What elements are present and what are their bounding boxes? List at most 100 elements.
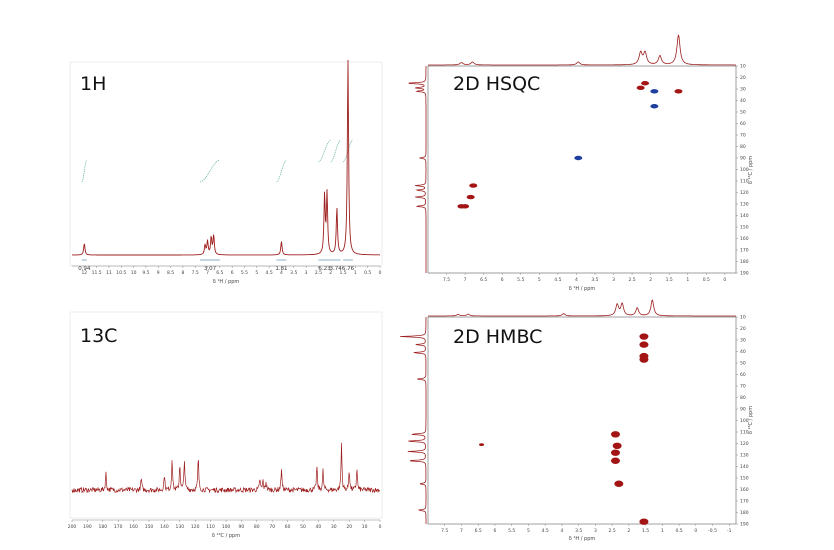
hsqc-ytick-label-10: 110 xyxy=(740,179,749,185)
hmbc-y-ticks: 10 20 30 40 50 60 70 80 90 100 110 120 130 140 150 160 1… xyxy=(736,315,749,528)
hsqc-xtick-label-0: 7.5 xyxy=(443,277,450,283)
tick-label-c13-15: 50 xyxy=(300,524,306,530)
panel-hmbc: 2D HMBC 7.5 7 6.5 6 5.5 5 4.5 4 3.5 3 2.5 2 1.5 1 0.5 0… xyxy=(400,299,754,542)
tick-label-h1-5: 9.5 xyxy=(142,270,149,276)
integral-curve-0 xyxy=(81,159,88,183)
tick-label-h1-12: 6 xyxy=(231,270,234,276)
hmbc-ytick-label-1: 20 xyxy=(740,326,746,332)
hsqc-cross-peaks xyxy=(457,81,683,209)
integral-curve-1 xyxy=(199,159,220,183)
title-hsqc: 2D HSQC xyxy=(453,73,540,95)
hsqc-xtick-label-7: 4 xyxy=(575,277,578,283)
hmbc-left-projection xyxy=(400,317,427,524)
tick-label-h1-23: 0.5 xyxy=(364,270,371,276)
integral-curve-3 xyxy=(318,139,331,163)
hmbc-xtick-label-16: -0.5 xyxy=(708,528,717,534)
hsqc-ytick-label-12: 130 xyxy=(740,202,749,208)
hmbc-cross-peak-7 xyxy=(610,457,620,464)
x-label-1h: δ ¹H / ppm xyxy=(213,279,240,285)
hsqc-cross-peak-5 xyxy=(574,155,583,161)
hmbc-ytick-label-10: 110 xyxy=(740,430,749,436)
integral-curve-5 xyxy=(342,139,354,163)
hsqc-ytick-label-7: 80 xyxy=(740,144,746,150)
hmbc-frame xyxy=(427,316,737,525)
integral-label-3: 6.23 xyxy=(318,266,331,272)
hmbc-cross-peak-0 xyxy=(639,333,649,340)
tick-label-c13-7: 130 xyxy=(176,524,185,530)
hmbc-y-label: δ ¹³C / ppm xyxy=(748,406,754,434)
hsqc-xtick-label-6: 4.5 xyxy=(554,277,561,283)
hmbc-xtick-label-13: 1 xyxy=(661,528,664,534)
hsqc-ytick-label-16: 170 xyxy=(740,248,749,254)
hsqc-top-projection xyxy=(428,34,736,66)
hsqc-cross-peak-6 xyxy=(469,183,478,188)
hsqc-ytick-label-8: 90 xyxy=(740,156,746,162)
tick-label-h1-17: 3.5 xyxy=(290,270,297,276)
hsqc-cross-peak-1 xyxy=(641,81,650,86)
hsqc-ytick-label-3: 40 xyxy=(740,98,746,104)
hmbc-xtick-label-7: 4 xyxy=(560,528,563,534)
hsqc-x-ticks: 7.5 7 6.5 6 5.5 5 4.5 4 3.5 3 2.5 2 1.5 1 0.5 0 xyxy=(443,273,726,283)
integral-label-5: 6.76 xyxy=(342,266,355,272)
tick-label-h1-3: 10.5 xyxy=(116,270,126,276)
hmbc-cross-peak-1 xyxy=(639,341,649,348)
hmbc-xtick-label-11: 2 xyxy=(627,528,630,534)
tick-label-h1-21: 1.5 xyxy=(339,270,346,276)
hsqc-xtick-label-2: 6.5 xyxy=(480,277,487,283)
hsqc-cross-peak-3 xyxy=(650,104,659,109)
hsqc-xtick-label-13: 1 xyxy=(686,277,689,283)
hmbc-ytick-label-11: 120 xyxy=(740,441,749,447)
tick-label-c13-13: 70 xyxy=(269,524,275,530)
tick-label-h1-6: 9 xyxy=(157,270,160,276)
hmbc-xtick-label-3: 6 xyxy=(494,528,497,534)
spectrum-trace-h1 xyxy=(71,59,380,256)
hsqc-x-label: δ ¹H / ppm xyxy=(569,286,596,292)
tick-label-c13-12: 80 xyxy=(254,524,260,530)
hmbc-ytick-label-15: 160 xyxy=(740,487,749,493)
hmbc-x-label: δ ¹H / ppm xyxy=(569,536,596,542)
tick-label-h1-4: 10 xyxy=(131,270,137,276)
x-label-13c: δ ¹³C / ppm xyxy=(212,533,240,539)
tick-label-c13-17: 30 xyxy=(331,524,337,530)
tick-label-h1-1: 11.5 xyxy=(92,270,102,276)
integral-curve-4 xyxy=(330,139,341,163)
hsqc-ytick-label-15: 160 xyxy=(740,236,749,242)
tick-label-c13-9: 110 xyxy=(206,524,215,530)
spectrum-1h xyxy=(71,59,380,256)
hmbc-xtick-label-10: 2.5 xyxy=(609,528,616,534)
hsqc-xtick-label-3: 6 xyxy=(501,277,504,283)
hsqc-cross-peak-9 xyxy=(461,204,470,209)
hsqc-xtick-label-8: 3.5 xyxy=(591,277,598,283)
hmbc-ytick-label-12: 130 xyxy=(740,453,749,459)
hmbc-xtick-label-17: -1 xyxy=(727,528,732,534)
panel-13c: 13C 200 190 180 170 160 150 140 130 120 110 100 90 8… xyxy=(68,311,383,539)
x-ticks-13c: 200 190 180 170 160 150 140 130 120 110 100 90 80 70 6… xyxy=(68,520,382,530)
integral-curve-2 xyxy=(276,159,287,183)
hmbc-ytick-label-7: 80 xyxy=(740,395,746,401)
tick-label-h1-14: 5 xyxy=(255,270,258,276)
hsqc-ytick-label-1: 20 xyxy=(740,75,746,81)
tick-label-h1-22: 1 xyxy=(354,270,357,276)
tick-label-c13-11: 90 xyxy=(239,524,245,530)
tick-label-c13-18: 20 xyxy=(346,524,352,530)
tick-label-h1-18: 3 xyxy=(305,270,308,276)
hmbc-ytick-label-17: 180 xyxy=(740,510,749,516)
hmbc-xtick-label-5: 5 xyxy=(527,528,530,534)
tick-label-h1-16: 4 xyxy=(280,270,283,276)
hsqc-ytick-label-13: 140 xyxy=(740,213,749,219)
hmbc-cross-peaks xyxy=(479,333,649,525)
hmbc-cross-peak-8 xyxy=(614,480,624,487)
spectrum-13c xyxy=(71,442,381,494)
panel-1h: 1H 0.94 3.07 1.81 6.233.74 6.76 12 11.5 11 10.5… xyxy=(69,59,383,285)
tick-label-h1-8: 8 xyxy=(181,270,184,276)
hsqc-xtick-label-11: 2 xyxy=(649,277,652,283)
hsqc-xtick-label-10: 2.5 xyxy=(629,277,636,283)
hsqc-left-projection xyxy=(408,66,427,273)
tick-label-c13-1: 190 xyxy=(83,524,92,530)
hsqc-cross-peak-0 xyxy=(636,85,645,91)
hsqc-xtick-label-14: 0.5 xyxy=(703,277,710,283)
tick-label-h1-11: 6.5 xyxy=(216,270,223,276)
hsqc-xtick-label-4: 5.5 xyxy=(517,277,524,283)
hsqc-ytick-label-9: 100 xyxy=(740,167,749,173)
hsqc-cross-peak-4 xyxy=(674,89,683,94)
